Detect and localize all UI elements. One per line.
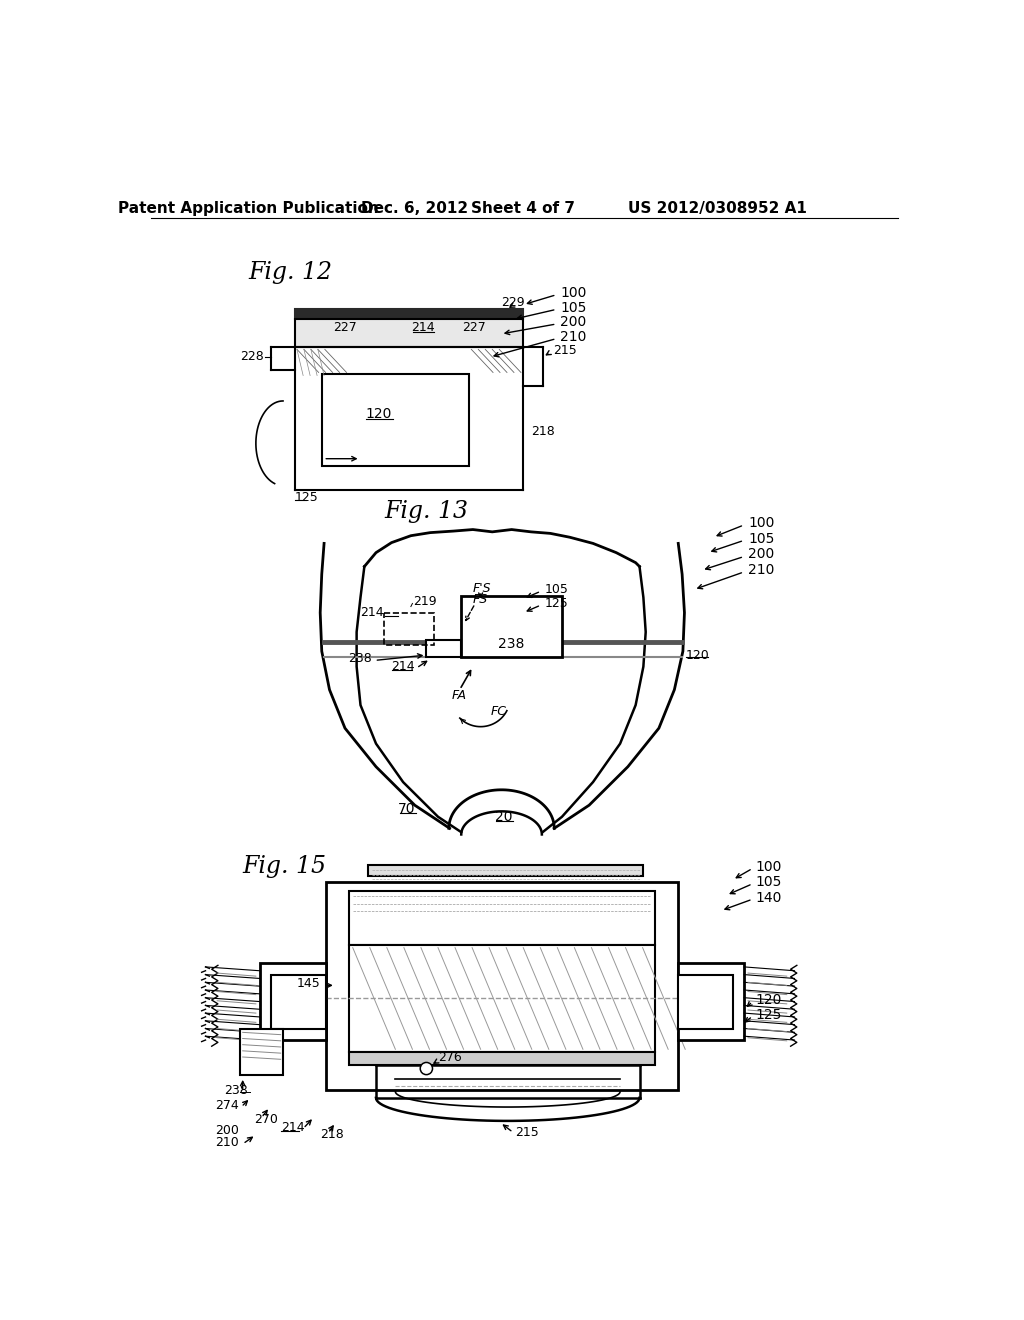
Text: 218: 218: [321, 1129, 344, 1142]
Circle shape: [422, 1064, 431, 1073]
Text: 227: 227: [333, 321, 357, 334]
Bar: [295, 319, 523, 347]
Text: 120: 120: [686, 648, 710, 661]
Text: 228: 228: [240, 350, 263, 363]
Text: Fig. 13: Fig. 13: [384, 499, 468, 523]
Bar: [295, 309, 523, 319]
Text: Sheet 4 of 7: Sheet 4 of 7: [471, 201, 575, 216]
Bar: [326, 882, 678, 1090]
Circle shape: [420, 1063, 432, 1074]
Text: 200: 200: [215, 1123, 239, 1137]
Text: 105: 105: [748, 532, 774, 545]
Text: 70: 70: [398, 803, 416, 816]
Bar: [678, 964, 744, 1040]
Bar: [349, 891, 655, 945]
Text: 238: 238: [348, 652, 372, 665]
Text: 125: 125: [544, 597, 568, 610]
Bar: [322, 374, 469, 466]
Text: 140: 140: [756, 891, 782, 904]
Text: 238: 238: [499, 636, 525, 651]
Text: 274: 274: [215, 1100, 239, 1111]
Text: 105: 105: [560, 301, 587, 314]
Text: 276: 276: [438, 1051, 462, 1064]
Text: 200: 200: [560, 315, 587, 330]
Text: 100: 100: [756, 859, 782, 874]
Text: 145: 145: [297, 977, 321, 990]
Text: Dec. 6, 2012: Dec. 6, 2012: [361, 201, 468, 216]
Text: 125: 125: [295, 491, 318, 504]
Text: F'S: F'S: [473, 582, 492, 594]
Text: 270: 270: [254, 1113, 279, 1126]
Text: US 2012/0308952 A1: US 2012/0308952 A1: [628, 201, 807, 216]
Text: 210: 210: [215, 1137, 239, 1148]
Bar: [349, 945, 655, 1052]
Text: 105: 105: [544, 583, 568, 597]
Bar: [678, 974, 732, 1028]
Text: 227: 227: [463, 321, 486, 334]
Text: 215: 215: [553, 345, 577, 358]
Bar: [426, 640, 461, 657]
Text: Fig. 15: Fig. 15: [243, 855, 327, 878]
Text: FC: FC: [490, 705, 507, 718]
Text: 120: 120: [366, 407, 391, 421]
Text: 214: 214: [282, 1121, 305, 1134]
Text: 215: 215: [515, 1126, 540, 1139]
Text: 200: 200: [748, 548, 774, 561]
Text: Fig. 12: Fig. 12: [248, 261, 332, 284]
Text: 238: 238: [224, 1084, 248, 1097]
Text: 210: 210: [560, 330, 587, 345]
Bar: [369, 866, 643, 876]
Text: 219: 219: [414, 595, 437, 609]
Text: 229: 229: [502, 296, 525, 309]
Text: 125: 125: [756, 1007, 782, 1022]
Bar: [271, 974, 326, 1028]
Text: 100: 100: [560, 286, 587, 300]
Bar: [349, 1052, 655, 1065]
Text: 214: 214: [360, 606, 384, 619]
Bar: [260, 964, 326, 1040]
Text: FS: FS: [473, 593, 488, 606]
Bar: [384, 612, 434, 645]
Bar: [461, 595, 562, 657]
Text: 214: 214: [391, 660, 415, 673]
Text: FA: FA: [452, 689, 467, 702]
Text: 100: 100: [748, 516, 774, 531]
Text: Patent Application Publication: Patent Application Publication: [118, 201, 379, 216]
Text: 20: 20: [496, 809, 513, 824]
Text: 105: 105: [756, 875, 782, 890]
Bar: [241, 1028, 283, 1074]
Text: 210: 210: [748, 562, 774, 577]
Text: 218: 218: [531, 425, 555, 438]
Text: 214: 214: [411, 321, 434, 334]
Text: 120: 120: [756, 993, 782, 1007]
